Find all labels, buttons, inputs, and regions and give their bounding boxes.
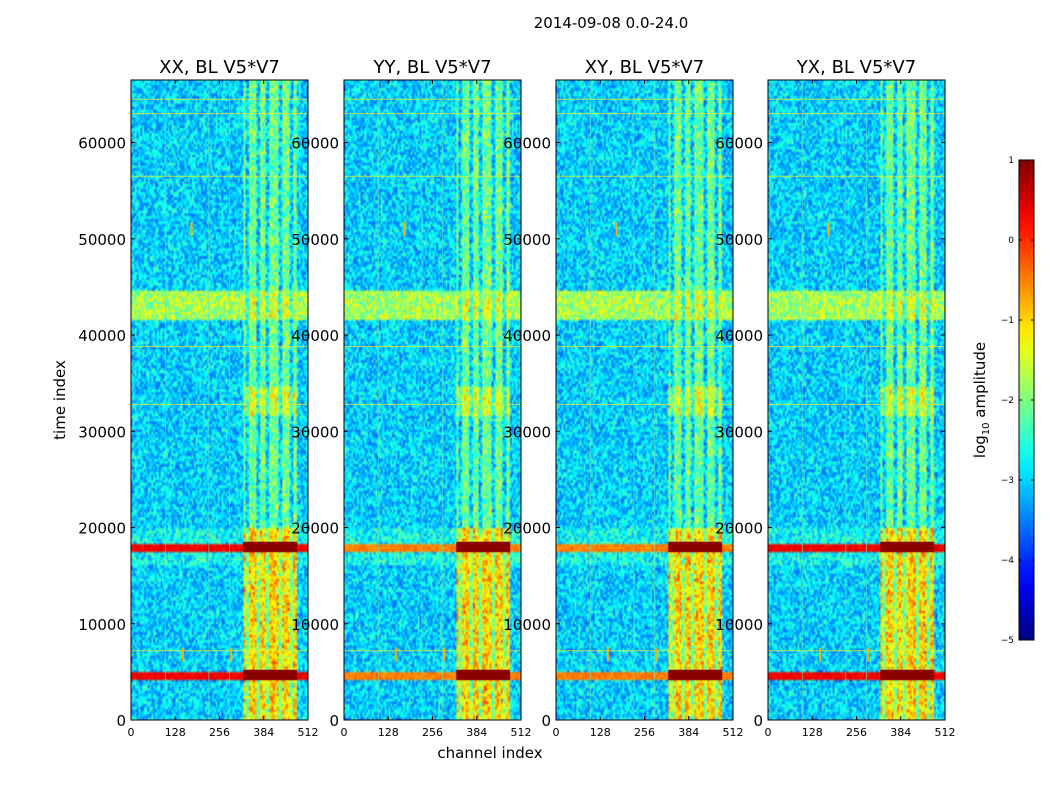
heatmap-image	[344, 80, 521, 720]
y-tick-label: 10000	[291, 616, 339, 634]
rfi-spike	[190, 222, 193, 237]
y-tick-label: 40000	[715, 327, 763, 345]
colorbar-tick-label: −4	[1001, 556, 1015, 566]
y-tick-label: 50000	[503, 231, 551, 249]
y-tick-label: 30000	[291, 423, 339, 441]
colorbar-tick-label: 0	[1008, 236, 1014, 246]
x-tick-label: 512	[298, 726, 319, 739]
heatmap-panel-4: YX, BL V5*V7 0 128 256 384 512 0 10000 20000 3000…	[715, 57, 955, 739]
x-tick-label: 128	[590, 726, 611, 739]
heatmap-panel-2: YY, BL V5*V7 0 128 256 384 512 0 10000 20000 3000…	[291, 57, 531, 739]
heatmap-image	[131, 80, 308, 720]
y-tick-label: 0	[541, 712, 551, 730]
y-tick-label: 0	[116, 712, 126, 730]
y-tick-label: 40000	[291, 327, 339, 345]
strong-rfi-band	[456, 541, 510, 552]
y-tick-label: 20000	[78, 520, 126, 538]
strong-rfi-band	[456, 669, 510, 680]
colorbar-tick-label: −3	[1001, 476, 1014, 486]
heatmap-panel-3: XY, BL V5*V7 0 128 256 384 512 0 10000 20000 3000…	[503, 57, 743, 739]
x-tick-label: 256	[422, 726, 443, 739]
y-tick-label: 40000	[78, 327, 126, 345]
heatmap-image	[768, 80, 945, 720]
colorbar-tick-label: 1	[1008, 156, 1014, 166]
x-tick-label: 0	[128, 726, 135, 739]
y-tick-label: 60000	[503, 135, 551, 153]
rfi-spike	[655, 647, 658, 662]
y-tick-label: 10000	[78, 616, 126, 634]
rfi-spike	[443, 647, 446, 662]
y-tick-label: 20000	[291, 520, 339, 538]
rfi-spike	[827, 222, 830, 237]
heatmap-image	[556, 80, 733, 720]
y-tick-label: 30000	[503, 423, 551, 441]
strong-rfi-band	[880, 541, 934, 552]
y-tick-label: 50000	[291, 231, 339, 249]
figure-suptitle: 2014-09-08 0.0-24.0	[534, 14, 689, 32]
rfi-spike	[394, 647, 397, 662]
panel-title: XY, BL V5*V7	[585, 57, 704, 78]
colorbar-tick-label: −5	[1001, 636, 1014, 646]
y-tick-label: 50000	[78, 231, 126, 249]
x-tick-label: 128	[165, 726, 186, 739]
y-axis-label: time index	[51, 360, 69, 440]
strong-rfi-band	[243, 541, 297, 552]
x-tick-label: 512	[723, 726, 744, 739]
x-tick-label: 0	[553, 726, 560, 739]
y-tick-label: 20000	[503, 520, 551, 538]
x-tick-label: 512	[511, 726, 532, 739]
x-tick-label: 256	[634, 726, 655, 739]
x-tick-label: 256	[846, 726, 867, 739]
rfi-spike	[606, 647, 609, 662]
colorbar-label: log10 amplitude	[971, 342, 992, 458]
x-tick-label: 128	[378, 726, 399, 739]
x-tick-label: 384	[678, 726, 699, 739]
strong-rfi-band	[880, 669, 934, 680]
x-tick-label: 0	[341, 726, 348, 739]
y-tick-label: 10000	[715, 616, 763, 634]
y-tick-label: 30000	[78, 423, 126, 441]
y-tick-label: 30000	[715, 423, 763, 441]
x-tick-label: 512	[935, 726, 956, 739]
colorbar-tick-label: −2	[1001, 396, 1014, 406]
x-tick-label: 0	[765, 726, 772, 739]
panel-title: YY, BL V5*V7	[372, 57, 491, 78]
panel-title: YX, BL V5*V7	[796, 57, 916, 78]
x-tick-label: 384	[466, 726, 487, 739]
rfi-spike	[181, 647, 184, 662]
panel-title: XX, BL V5*V7	[159, 57, 280, 78]
x-tick-label: 128	[802, 726, 823, 739]
rfi-spike	[818, 647, 821, 662]
strong-rfi-band	[668, 541, 722, 552]
x-axis-label: channel index	[437, 744, 542, 762]
x-tick-label: 384	[253, 726, 274, 739]
heatmap-panel-1: XX, BL V5*V7 0 128 256 384 512 0 10000 20000 3000…	[78, 57, 318, 739]
rfi-spike	[615, 222, 618, 237]
rfi-spike	[867, 647, 870, 662]
rfi-spike	[230, 647, 233, 662]
y-tick-label: 50000	[715, 231, 763, 249]
rfi-spike	[403, 222, 406, 237]
x-tick-label: 384	[890, 726, 911, 739]
heatmap-panels: XX, BL V5*V7 0 128 256 384 512 0 10000 20000 3000…	[78, 57, 955, 739]
colorbar-tick-label: −1	[1001, 316, 1014, 326]
y-tick-label: 20000	[715, 520, 763, 538]
y-tick-label: 40000	[503, 327, 551, 345]
strong-rfi-band	[668, 669, 722, 680]
colorbar: 1 0 −1 −2 −3 −4 −5 log10 amplitude	[971, 156, 1035, 646]
y-tick-label: 10000	[503, 616, 551, 634]
y-tick-label: 60000	[291, 135, 339, 153]
y-tick-label: 60000	[78, 135, 126, 153]
y-tick-label: 60000	[715, 135, 763, 153]
x-tick-label: 256	[209, 726, 230, 739]
strong-rfi-band	[243, 669, 297, 680]
y-tick-label: 0	[753, 712, 763, 730]
y-tick-label: 0	[329, 712, 339, 730]
